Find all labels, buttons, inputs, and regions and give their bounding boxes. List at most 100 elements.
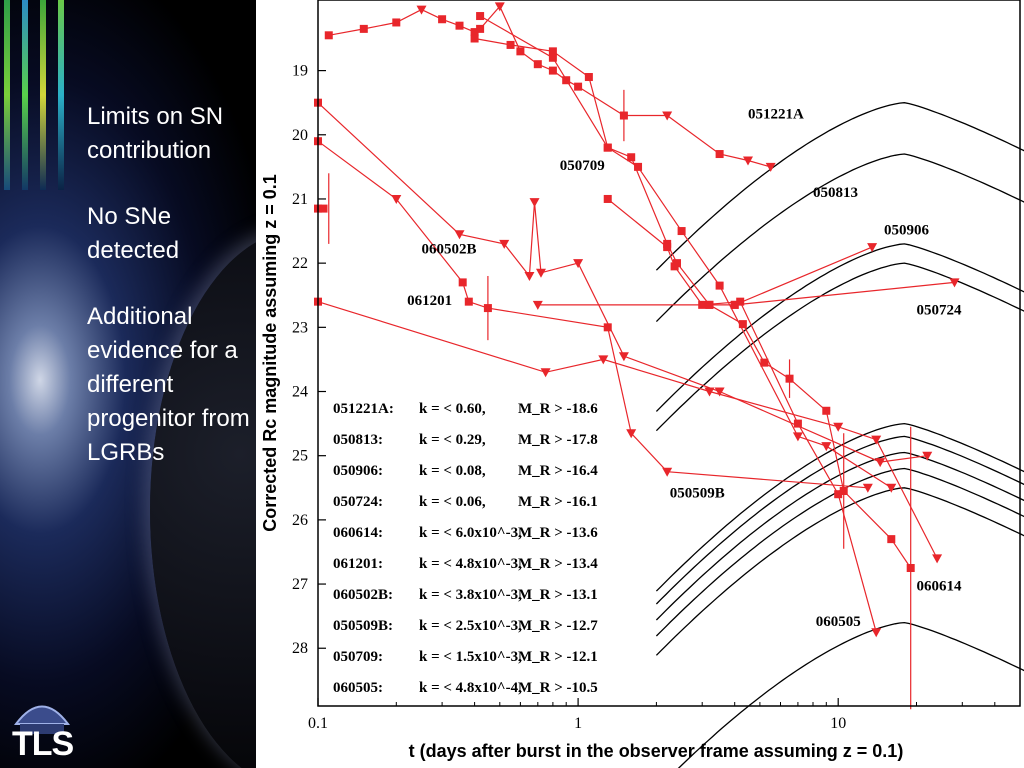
legend-grb: 060505: [333,680,383,696]
data-point [359,24,368,33]
upper-limit-marker [532,300,543,310]
legend-mr-limit: M_R > -17.8 [518,432,598,448]
upper-limit-marker [499,239,510,249]
sn-template-curve [655,422,1024,592]
upper-limit-marker [821,442,832,452]
x-tick-label: 1 [574,715,582,732]
upper-limit-marker [535,268,546,278]
data-point [506,40,515,49]
upper-limit-marker [598,355,609,365]
sn-template-curve [655,435,1024,605]
data-point [603,194,612,203]
upper-limit-marker [662,467,673,477]
curve-label: 050906 [884,222,930,238]
data-point [834,490,843,499]
beam-1 [4,0,10,190]
upper-limit-marker [704,387,715,397]
upper-limit-marker [529,198,540,208]
series-line [474,37,912,569]
legend-k-limit: k = < 2.5x10^-3, [419,618,522,634]
legend-k-limit: k = < 0.29, [419,432,486,448]
data-point [715,281,724,290]
legend-mr-limit: M_R > -13.4 [518,556,598,572]
data-point [738,320,747,329]
plot-frame [317,0,1021,707]
y-tick-label: 24 [292,384,308,401]
legend-mr-limit: M_R > -13.1 [518,587,598,603]
data-point [603,323,612,332]
data-point [324,31,333,40]
data-point [698,300,707,309]
legend-k-limit: k = < 0.60, [419,401,486,417]
data-point [574,82,583,91]
beam-3 [40,0,46,190]
data-point [760,358,769,367]
upper-limit-marker [573,259,584,269]
upper-limit-marker [871,628,882,638]
data-point [476,24,485,33]
legend-k-limit: k = < 3.8x10^-3, [419,587,522,603]
upper-limit-marker [875,458,886,468]
series-line [607,198,877,633]
series-c [476,12,897,493]
y-tick-label: 27 [292,576,308,593]
curve-label: 050709 [560,158,605,174]
curve-label: 061201 [407,293,452,309]
legend-k-limit: k = < 4.8x10^-3, [419,556,522,572]
upper-limit-marker [524,271,535,281]
legend-mr-limit: M_R > -13.6 [518,525,598,541]
x-axis-title: t (days after burst in the observer fram… [409,741,904,761]
legend-k-limit: k = < 0.08, [419,463,486,479]
series-i [603,194,882,638]
y-tick-label: 25 [292,448,308,465]
data-point [455,21,464,30]
light-curve-chart: 19 20 21 22 23 24 25 26 27 28 0.1 1 10 051221A 050709… [260,0,1024,768]
data-point [677,227,686,236]
data-point [516,47,525,56]
curve-label: 060505 [816,614,861,630]
data-point [730,300,739,309]
upper-limit-marker [494,2,505,12]
legend-grb: 050724: [333,494,383,510]
observatory-icon [14,705,70,734]
upper-limit-marker [886,483,897,493]
curve-label: 050509B [670,485,725,501]
upper-limit-marker [391,194,402,204]
bullet-item-2: No SNe detected [87,203,180,264]
upper-limit-marker [742,156,753,166]
legend-grb: 061201: [333,556,383,572]
upper-limit-marker [932,554,943,564]
data-point [663,243,672,252]
series-line [479,15,892,489]
legend-grb: 051221A: [333,401,394,417]
upper-limit-marker [454,230,465,240]
upper-limit-marker [765,162,776,172]
sidebar: Limits on SN contribution No SNe detecte… [0,0,256,768]
upper-limit-marker [949,278,960,288]
bullet-item-3: Additional evidence for a different prog… [87,303,250,466]
upper-limit-marker [540,368,551,378]
data-point [715,150,724,159]
sn-template-curve [655,153,1024,323]
data-point [736,297,745,306]
data-point [603,143,612,152]
data-point [627,153,636,162]
data-point [533,60,542,69]
legend-k-limit: k = < 6.0x10^-3, [419,525,522,541]
legend-mr-limit: M_R > -12.7 [518,618,598,634]
data-point [887,535,896,544]
data-point [392,18,401,27]
y-axis-title: Corrected Rc magnitude assuming z = 0.1 [260,174,280,532]
data-point [548,66,557,75]
legend-k-limit: k = < 1.5x10^-3, [419,649,522,665]
data-point [793,419,802,428]
data-point [470,28,479,37]
legend-grb: 050813: [333,432,383,448]
data-point [548,53,557,62]
bullet-list: Limits on SN contribution No SNe detecte… [87,100,256,502]
tls-logo-text: TLS [12,725,74,763]
chart-panel: 19 20 21 22 23 24 25 26 27 28 0.1 1 10 051221A 050709… [256,0,1024,768]
upper-limit-marker [662,111,673,121]
series-line [537,246,873,306]
upper-limit-marker [626,429,637,439]
